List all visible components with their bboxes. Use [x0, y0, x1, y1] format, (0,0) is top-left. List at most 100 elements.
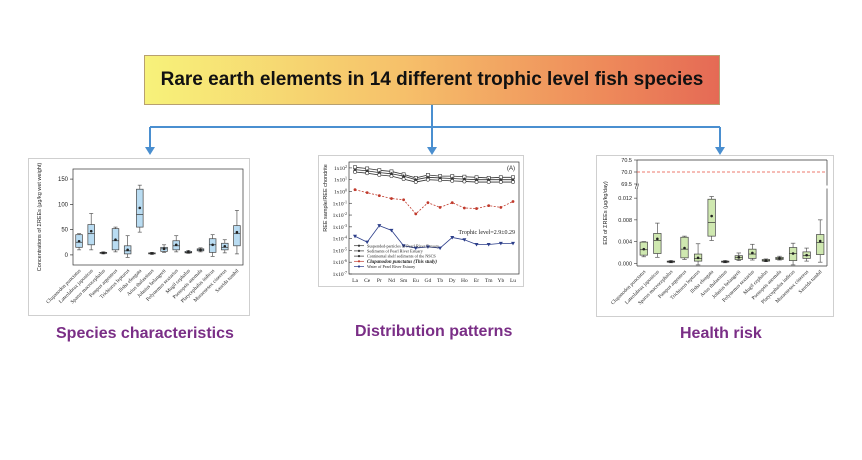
y-tick-label: 1x10-7 [333, 270, 347, 278]
series-point [486, 177, 491, 182]
series-point [450, 201, 454, 205]
series-point [425, 245, 430, 249]
series-point [475, 207, 478, 210]
box-mean-marker [235, 230, 239, 234]
series-point [413, 177, 418, 182]
y-tick-label: 1x100 [334, 187, 347, 195]
box-mean-marker [187, 250, 190, 254]
box-mean-marker [114, 238, 117, 242]
y-tick-label: 1x10-6 [333, 258, 347, 266]
y-tick-label: 150 [58, 177, 69, 183]
y-tick-label: 1x10-1 [333, 199, 347, 207]
y-tick-label: 0.008 [618, 218, 632, 224]
series-point [414, 212, 418, 216]
x-tick-label: La [352, 278, 358, 284]
box-body [87, 224, 95, 246]
series-point [462, 238, 467, 242]
box-mean-marker [737, 256, 741, 259]
series-point [499, 205, 503, 209]
y-tick-label: 1x10-2 [333, 211, 347, 219]
series-point [377, 173, 382, 177]
box-mean-marker [223, 245, 227, 248]
x-tick-label: Ho [461, 278, 468, 284]
series-point [450, 178, 455, 183]
series-point [426, 177, 430, 182]
box-mean-marker [723, 260, 727, 263]
legend-marker [357, 265, 361, 268]
health-panel: //69.5 70.0 70.5 0.000 0.004 0.008 0.012 EDI of… [596, 155, 834, 317]
box-body [233, 225, 241, 247]
arrowhead-middle [427, 147, 437, 155]
x-tick-label: Tb [437, 278, 443, 284]
x-tick-label: Tm [485, 278, 493, 284]
box-mean-marker [669, 260, 673, 263]
series-point [401, 174, 406, 178]
series-point [353, 234, 357, 239]
series-line [354, 171, 513, 183]
series-point [462, 177, 467, 181]
y-tick-label: 1x10-4 [333, 235, 347, 243]
box-mean-marker [102, 251, 105, 255]
box-mean-marker [211, 243, 214, 247]
box-mean-marker [751, 251, 754, 255]
series-point [402, 198, 406, 202]
x-tick-label: Er [474, 278, 479, 284]
title-banner: Rare earth elements in 14 different trop… [144, 55, 720, 105]
series-line [354, 169, 513, 181]
series-point [474, 180, 479, 184]
axis-break-gap [824, 185, 830, 189]
y-tick-label: 1x101 [334, 176, 347, 184]
legend-marker [357, 260, 361, 263]
series-point [401, 244, 406, 248]
y-tick-label: 1x102 [334, 164, 347, 172]
box-mean-marker [89, 229, 93, 233]
box-mean-marker [696, 256, 700, 260]
series-point [365, 171, 370, 176]
series-point [487, 204, 491, 208]
series-point [377, 170, 382, 175]
box-body [816, 234, 825, 255]
series-point [498, 177, 503, 182]
series-point [413, 246, 418, 251]
series-point [377, 224, 382, 228]
series-point [462, 179, 467, 184]
series-point [498, 241, 503, 246]
box-mean-marker [818, 239, 822, 243]
edi-box-chart: //69.5 70.0 70.5 0.000 0.004 0.008 0.012 EDI of… [603, 158, 830, 306]
box-mean-marker [126, 248, 129, 252]
series-point [438, 205, 442, 209]
distribution-panel: (A) 1x10-7 1x10-6 1x10-5 1x10-4 1x10-3 1x10-2 1… [318, 155, 524, 287]
series-line [354, 166, 513, 179]
axis-break-mark: // [635, 184, 639, 191]
series-point [389, 228, 394, 233]
series-point [511, 241, 515, 246]
box-mean-marker [162, 247, 166, 251]
series-point [486, 243, 491, 247]
box-mean-marker [174, 243, 178, 247]
y-axis-label: Concentrations of ΣREEs (μg/kg wet weigh… [37, 163, 43, 272]
series-point [462, 206, 466, 210]
series-point [353, 167, 357, 172]
y-tick-label: 0 [65, 253, 69, 259]
x-tick-label: Dy [449, 278, 456, 284]
series-point [486, 180, 491, 184]
box-mean-marker [199, 248, 202, 252]
legend-marker [357, 255, 361, 258]
box-body [653, 233, 662, 254]
y-tick-label: 70.5 [621, 158, 632, 164]
arrowhead-right [715, 147, 725, 155]
box-mean-marker [710, 214, 713, 218]
x-tick-label: Lu [510, 278, 516, 284]
series-point [401, 177, 406, 181]
legend-entry: Sediments of Pearl River Estuary [367, 249, 424, 254]
series-point [438, 246, 443, 251]
x-tick-label: Sm [400, 278, 408, 284]
box-mean-marker [805, 253, 808, 257]
box-mean-marker [791, 252, 795, 255]
series-point [365, 191, 369, 195]
series-point [450, 176, 455, 180]
box-mean-marker [77, 239, 81, 243]
series-point [413, 180, 418, 184]
series-point [511, 200, 515, 203]
